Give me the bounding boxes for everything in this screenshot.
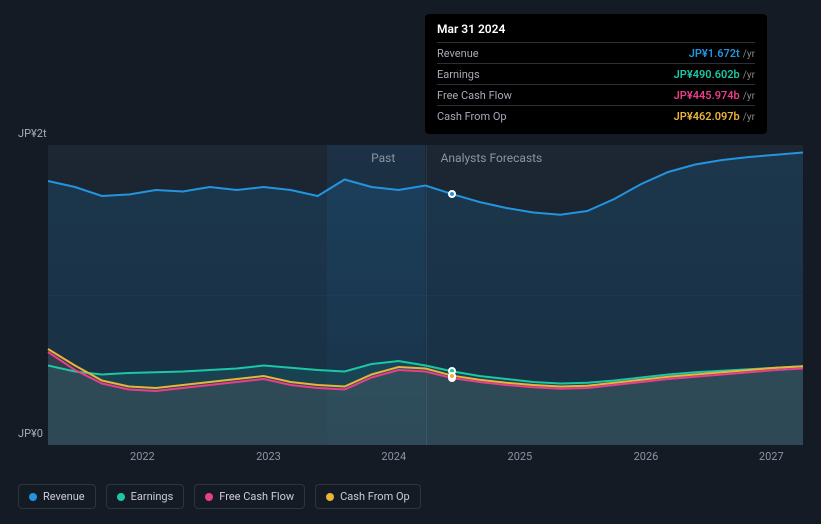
tooltip-row-label: Free Cash Flow — [437, 89, 512, 102]
tooltip-date: Mar 31 2024 — [437, 22, 755, 42]
financials-chart: JP¥2t JP¥0 Past Analysts Forecasts 2022 2… — [18, 120, 803, 460]
legend-item-label: Revenue — [43, 490, 85, 503]
tooltip-row-suffix: /yr — [743, 112, 755, 123]
tooltip-row: Cash From Op JP¥462.097b/yr — [437, 105, 755, 126]
tooltip-row-suffix: /yr — [743, 49, 755, 60]
tooltip-row-value: JP¥1.672t — [689, 47, 740, 60]
legend-item[interactable]: Earnings — [106, 484, 185, 509]
legend-dot-icon — [117, 493, 125, 501]
tooltip-row-value-wrap: JP¥1.672t/yr — [689, 46, 755, 60]
tooltip-row: Revenue JP¥1.672t/yr — [437, 42, 755, 63]
tooltip-row-value-wrap: JP¥462.097b/yr — [674, 109, 755, 123]
tooltip-row-label: Revenue — [437, 47, 479, 60]
y-axis-top-label: JP¥2t — [18, 127, 47, 140]
x-axis: 2022 2023 2024 2025 2026 2027 — [48, 450, 803, 470]
legend-item[interactable]: Revenue — [18, 484, 96, 509]
y-axis-bottom-label: JP¥0 — [18, 427, 43, 440]
tooltip-row-suffix: /yr — [743, 91, 755, 102]
x-axis-tick: 2027 — [759, 450, 784, 463]
legend-dot-icon — [29, 493, 37, 501]
tooltip-row: Earnings JP¥490.602b/yr — [437, 63, 755, 84]
legend-item[interactable]: Cash From Op — [315, 484, 421, 509]
chart-legend: Revenue Earnings Free Cash Flow Cash From O… — [18, 484, 421, 509]
tooltip-row-suffix: /yr — [743, 70, 755, 81]
plot-area[interactable]: Past Analysts Forecasts — [48, 145, 803, 445]
legend-item-label: Cash From Op — [340, 490, 410, 503]
x-axis-tick: 2026 — [634, 450, 659, 463]
chart-lines — [48, 145, 803, 445]
x-axis-tick: 2025 — [508, 450, 533, 463]
tooltip-row-label: Cash From Op — [437, 110, 507, 123]
tooltip-row: Free Cash Flow JP¥445.974b/yr — [437, 84, 755, 105]
x-axis-tick: 2023 — [256, 450, 281, 463]
tooltip-row-value: JP¥462.097b — [674, 110, 740, 123]
tooltip-row-label: Earnings — [437, 68, 480, 81]
series-marker — [448, 190, 456, 198]
tooltip-row-value: JP¥445.974b — [674, 89, 740, 102]
series-marker — [448, 372, 456, 380]
series-area — [48, 153, 803, 446]
x-axis-tick: 2024 — [381, 450, 406, 463]
tooltip-row-value-wrap: JP¥490.602b/yr — [674, 67, 755, 81]
legend-item-label: Earnings — [131, 490, 174, 503]
x-axis-tick: 2022 — [130, 450, 155, 463]
legend-dot-icon — [205, 493, 213, 501]
tooltip-row-value-wrap: JP¥445.974b/yr — [674, 88, 755, 102]
legend-item-label: Free Cash Flow — [219, 490, 294, 503]
legend-item[interactable]: Free Cash Flow — [194, 484, 305, 509]
tooltip-row-value: JP¥490.602b — [674, 68, 740, 81]
chart-tooltip: Mar 31 2024 Revenue JP¥1.672t/yrEarnings… — [425, 14, 767, 134]
legend-dot-icon — [326, 493, 334, 501]
